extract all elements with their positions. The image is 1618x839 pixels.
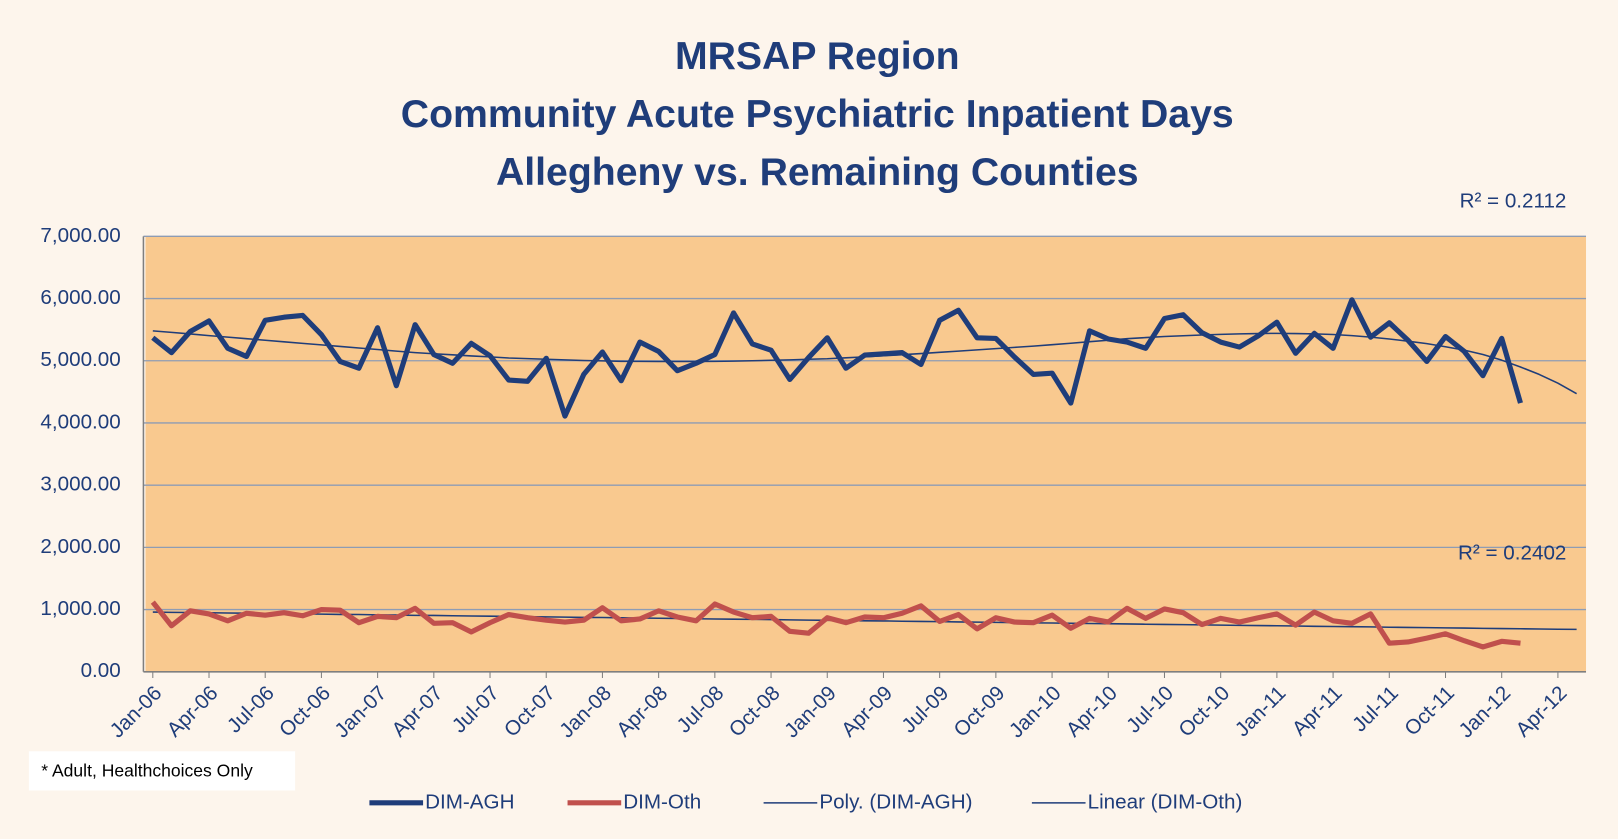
chart-title: Allegheny vs. Remaining Counties (496, 151, 1139, 194)
legend-label: DIM-Oth (623, 790, 701, 813)
series-line (150, 600, 1521, 650)
series-line (151, 297, 1523, 419)
legend-item: Poly. (DIM-AGH) (763, 790, 972, 813)
legend-label: Linear (DIM-Oth) (1088, 790, 1243, 813)
chart-title: Community Acute Psychiatric Inpatient Da… (401, 93, 1234, 136)
y-tick-label: 2,000.00 (40, 535, 120, 558)
y-tick-label: 5,000.00 (40, 348, 120, 371)
footnote-box (28, 751, 296, 791)
r-squared-label: R² = 0.2402 (1458, 542, 1566, 565)
y-tick-label: 1,000.00 (40, 597, 120, 620)
legend-item: Linear (DIM-Oth) (1031, 790, 1243, 813)
legend-label: Poly. (DIM-AGH) (819, 790, 972, 813)
legend-item: DIM-Oth (567, 790, 701, 813)
legend-label: DIM-AGH (425, 790, 514, 813)
plot-area (145, 236, 1587, 672)
y-tick-label: 0.00 (81, 659, 121, 682)
y-tick-label: 3,000.00 (40, 473, 120, 496)
legend-item: DIM-AGH (369, 790, 515, 813)
y-tick-label: 7,000.00 (40, 224, 120, 247)
y-tick-label: 4,000.00 (40, 410, 120, 433)
r-squared-label: R² = 0.2112 (1460, 190, 1567, 213)
footnote: * Adult, Healthchoices Only (41, 761, 253, 781)
chart-title: MRSAP Region (675, 35, 960, 78)
y-tick-label: 6,000.00 (40, 286, 120, 309)
